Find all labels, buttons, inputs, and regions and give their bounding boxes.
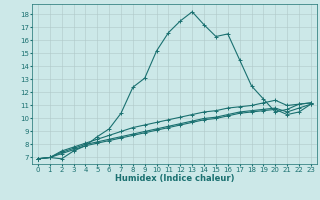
X-axis label: Humidex (Indice chaleur): Humidex (Indice chaleur) (115, 174, 234, 183)
